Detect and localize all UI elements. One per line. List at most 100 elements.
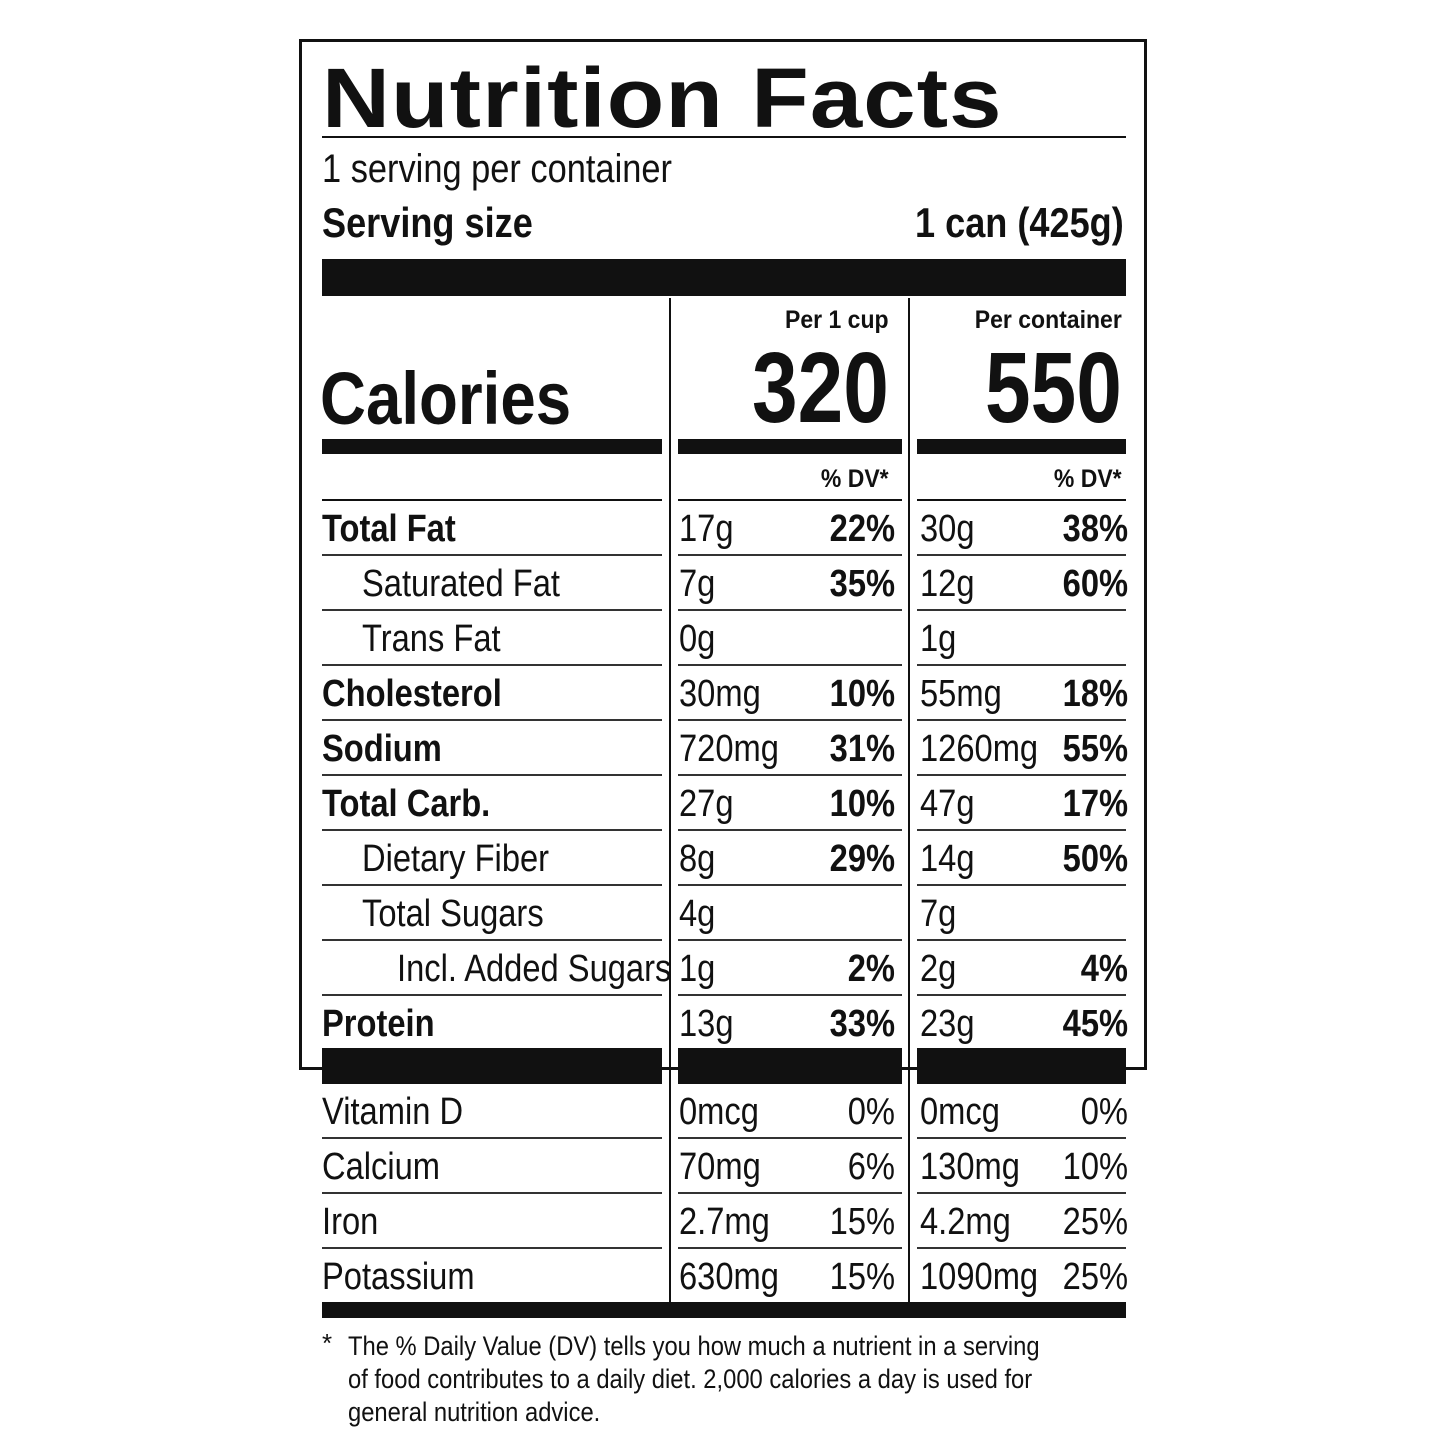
vitamin-name: Potassium [322,1256,475,1298]
vitamin-row: Vitamin D 0mcg 0% 0mcg 0% [302,1084,1150,1139]
row-rule [322,884,662,886]
percent-dv-col-2: 10% [1062,1146,1128,1188]
percent-dv-col-2: 60% [1062,563,1128,605]
row-rule [322,994,662,996]
servings-per-container: 1 serving per container [322,147,672,191]
row-rule [917,1137,1126,1139]
row-rule [678,884,902,886]
row-rule [917,939,1126,941]
nutrient-name: Sodium [322,728,442,770]
row-rule [678,1192,902,1194]
amount-col-2: 30g [920,508,975,550]
thick-divider-vitamins-left [322,1048,662,1084]
percent-dv-col-2: 17% [1062,783,1128,825]
row-rule [678,829,902,831]
row-rule [917,774,1126,776]
amount-col-1: 0mcg [679,1091,759,1133]
row-rule [917,1247,1126,1249]
row-rule [322,664,662,666]
vitamin-name: Calcium [322,1146,441,1188]
amount-col-1: 2.7mg [679,1201,770,1243]
nutrient-name: Trans Fat [362,618,501,660]
amount-col-1: 17g [679,508,734,550]
dv-rule-mid [678,499,902,501]
row-rule [678,1137,902,1139]
row-rule [322,719,662,721]
column-separator-1 [669,298,671,1303]
nutrient-name: Dietary Fiber [362,838,550,880]
nutrient-row: Dietary Fiber 8g 29% 14g 50% [302,831,1150,886]
amount-col-1: 70mg [679,1146,761,1188]
vitamin-name: Iron [322,1201,379,1243]
row-rule [917,1192,1126,1194]
percent-dv-col-2: 45% [1062,1003,1128,1045]
percent-dv-col-2: 25% [1062,1201,1128,1243]
calories-rule-left [322,439,662,454]
row-rule [678,664,902,666]
percent-dv-col-2: 4% [1080,948,1128,990]
row-rule [678,939,902,941]
nutrient-row: Protein 13g 33% 23g 45% [302,996,1150,1051]
percent-dv-col-2: 38% [1062,508,1128,550]
percent-dv-col-1: 15% [829,1201,895,1243]
row-rule [322,554,662,556]
amount-col-1: 720mg [679,728,779,770]
row-rule [917,884,1126,886]
nutrient-row: Total Fat 17g 22% 30g 38% [302,501,1150,556]
nutrition-facts-label: Nutrition Facts 1 serving per container … [299,39,1150,1427]
nutrient-name: Total Fat [322,508,456,550]
percent-dv-col-1: 22% [829,508,895,550]
row-rule [678,994,902,996]
amount-col-2: 23g [920,1003,975,1045]
row-rule [678,774,902,776]
vitamin-name: Vitamin D [322,1091,464,1133]
percent-dv-col-1: 6% [847,1146,895,1188]
percent-dv-col-2: 18% [1062,673,1128,715]
amount-col-1: 13g [679,1003,734,1045]
amount-col-1: 1g [679,948,716,990]
row-rule [678,1247,902,1249]
percent-dv-col-1: 29% [829,838,895,880]
vitamin-row: Potassium 630mg 15% 1090mg 25% [302,1249,1150,1304]
serving-size-label: Serving size [322,199,533,246]
percent-dv-col-1: 2% [847,948,895,990]
footnote-asterisk: * [322,1328,333,1358]
amount-col-1: 8g [679,838,716,880]
serving-size-value: 1 can (425g) [915,199,1124,246]
row-rule [917,719,1126,721]
row-rule [917,994,1126,996]
nutrient-row: Trans Fat 0g 1g [302,611,1150,666]
amount-col-2: 0mcg [920,1091,1000,1133]
amount-col-1: 4g [679,893,716,935]
nutrient-name: Saturated Fat [362,563,561,605]
column-header-per-container: Per container [975,306,1122,334]
calories-rule-mid [678,439,902,454]
calories-label: Calories [320,357,572,440]
row-rule [917,664,1126,666]
nutrient-name: Cholesterol [322,673,502,715]
nutrient-row: Total Sugars 4g 7g [302,886,1150,941]
percent-dv-col-1: 35% [829,563,895,605]
nutrient-name: Protein [322,1003,435,1045]
nutrient-row: Cholesterol 30mg 10% 55mg 18% [302,666,1150,721]
thick-divider-top [322,259,1126,296]
row-rule [917,554,1126,556]
title-divider [322,136,1126,138]
column-separator-2 [908,298,910,1303]
dv-rule-left [322,499,662,501]
dv-header-per-container: % DV* [1054,465,1122,493]
amount-col-1: 630mg [679,1256,779,1298]
row-rule [322,1247,662,1249]
thick-divider-vitamins-mid [678,1048,902,1084]
nutrient-name: Total Carb. [322,783,491,825]
vitamin-row: Iron 2.7mg 15% 4.2mg 25% [302,1194,1150,1249]
calories-rule-right [917,439,1126,454]
row-rule [917,609,1126,611]
calories-per-cup: 320 [752,332,889,444]
nutrient-row: Sodium 720mg 31% 1260mg 55% [302,721,1150,776]
nutrient-name: Total Sugars [362,893,544,935]
amount-col-1: 30mg [679,673,761,715]
percent-dv-col-2: 55% [1062,728,1128,770]
row-rule [322,1137,662,1139]
percent-dv-col-2: 50% [1062,838,1128,880]
